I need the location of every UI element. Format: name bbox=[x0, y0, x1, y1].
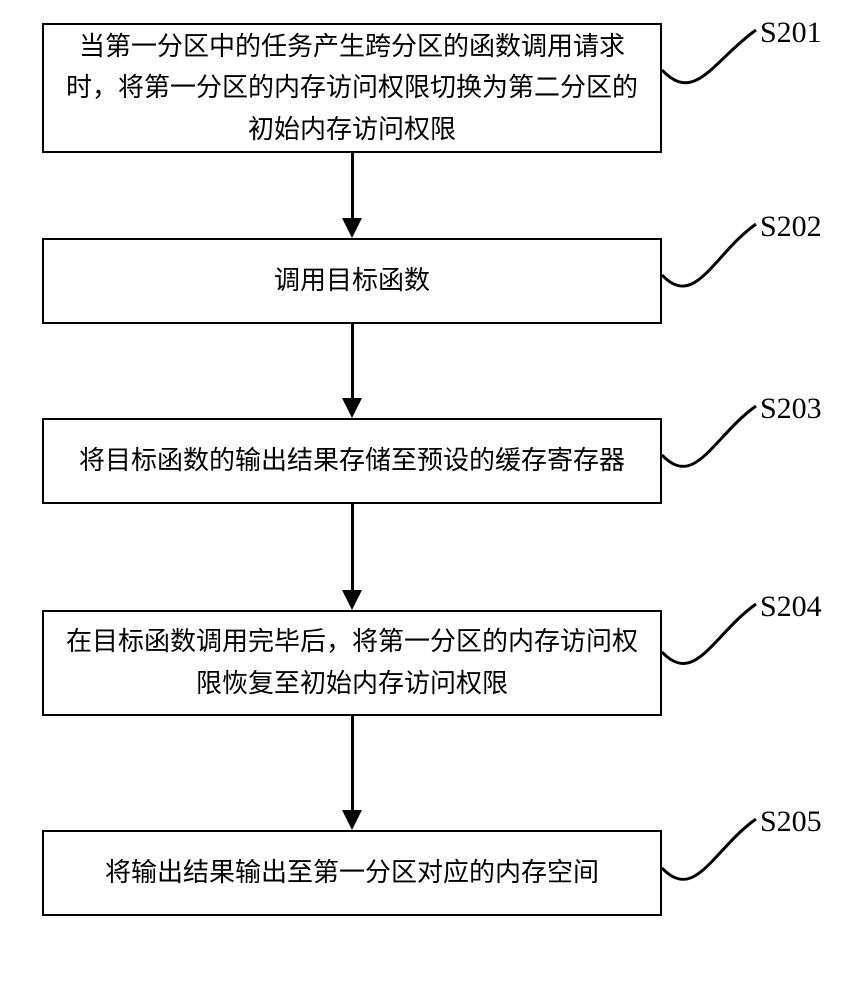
connector-curve-s201 bbox=[642, 0, 776, 110]
flow-arrow-head-3 bbox=[342, 810, 362, 830]
flow-arrow-head-0 bbox=[342, 218, 362, 238]
flow-step-s204: 在目标函数调用完毕后，将第一分区的内存访问权限恢复至初始内存访问权限 bbox=[42, 610, 662, 716]
flow-step-text: 当第一分区中的任务产生跨分区的函数调用请求时，将第一分区的内存访问权限切换为第二… bbox=[56, 26, 648, 151]
flow-arrow-line-1 bbox=[351, 324, 354, 400]
connector-curve-s205 bbox=[642, 779, 776, 908]
connector-curve-s203 bbox=[642, 366, 776, 495]
flow-step-text: 调用目标函数 bbox=[274, 260, 430, 302]
flow-arrow-line-2 bbox=[351, 504, 354, 592]
flow-arrow-head-1 bbox=[342, 398, 362, 418]
flow-step-s205: 将输出结果输出至第一分区对应的内存空间 bbox=[42, 830, 662, 916]
flow-arrow-line-3 bbox=[351, 716, 354, 812]
flow-step-text: 将输出结果输出至第一分区对应的内存空间 bbox=[105, 852, 599, 894]
flow-arrow-head-2 bbox=[342, 590, 362, 610]
flow-step-text: 将目标函数的输出结果存储至预设的缓存寄存器 bbox=[79, 440, 625, 482]
flow-step-text: 在目标函数调用完毕后，将第一分区的内存访问权限恢复至初始内存访问权限 bbox=[56, 621, 648, 704]
flow-step-s201: 当第一分区中的任务产生跨分区的函数调用请求时，将第一分区的内存访问权限切换为第二… bbox=[42, 23, 662, 153]
connector-curve-s202 bbox=[642, 184, 776, 315]
flow-step-s202: 调用目标函数 bbox=[42, 238, 662, 324]
connector-curve-s204 bbox=[642, 564, 776, 692]
flow-step-s203: 将目标函数的输出结果存储至预设的缓存寄存器 bbox=[42, 418, 662, 504]
flow-arrow-line-0 bbox=[351, 153, 354, 220]
flowchart-canvas: 当第一分区中的任务产生跨分区的函数调用请求时，将第一分区的内存访问权限切换为第二… bbox=[0, 0, 866, 1000]
